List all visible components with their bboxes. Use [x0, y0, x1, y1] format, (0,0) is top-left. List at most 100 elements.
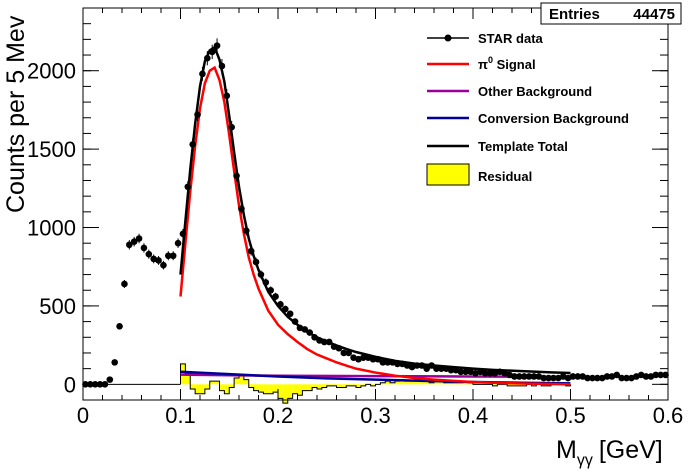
data-point	[540, 374, 547, 382]
residual-bar	[409, 381, 415, 385]
data-point	[516, 373, 523, 380]
residual-bar	[385, 381, 391, 385]
data-point	[179, 230, 187, 238]
data-point	[574, 373, 582, 380]
residual-bar	[458, 382, 464, 385]
x-axis-title: Mγγ [GeV]	[556, 436, 663, 469]
x-axis-title-main: M	[556, 436, 577, 464]
data-point	[277, 301, 284, 308]
residual-bar	[492, 384, 498, 386]
residual-bar	[239, 374, 244, 385]
data-point	[311, 333, 318, 341]
residual-bar	[326, 384, 332, 386]
data-point	[306, 329, 313, 336]
legend-pi0-rest: Signal	[493, 57, 536, 72]
residual-bar	[195, 384, 200, 394]
axes-layer: 0 0.1 0.2 0.3 0.4 0.5 0.6 0 500 1000 1500 2000	[27, 7, 683, 428]
stats-box-frame	[540, 2, 682, 25]
residual-bar	[229, 384, 235, 388]
y-axis-title: Counts per 5 Mev	[2, 15, 30, 213]
data-point	[413, 362, 421, 369]
data-point	[584, 374, 591, 382]
data-point	[267, 286, 274, 294]
data-point	[106, 376, 114, 383]
data-point	[247, 247, 255, 255]
residual-bar	[204, 384, 210, 390]
x-tick-label: 0.5	[555, 403, 586, 428]
residual-bar	[443, 382, 449, 385]
data-point	[126, 241, 133, 249]
data-point	[379, 359, 387, 366]
residual-bar	[395, 381, 400, 385]
data-point	[238, 205, 245, 213]
data-point	[116, 323, 123, 330]
data-point	[511, 373, 518, 380]
residual-bar	[190, 384, 196, 390]
data-point	[233, 172, 240, 180]
x-tick-label: 0.2	[263, 403, 294, 428]
data-point	[140, 244, 148, 252]
residual-bar	[248, 384, 254, 388]
data-point	[223, 92, 231, 100]
legend-pi0-signal-label: π0 Signal	[478, 55, 536, 72]
residual-bar	[521, 384, 527, 386]
residual-bar	[243, 379, 249, 385]
residual-bar	[360, 384, 366, 386]
residual-bar	[321, 384, 327, 388]
data-point	[96, 381, 104, 388]
data-point	[613, 371, 621, 379]
data-point	[257, 271, 265, 278]
data-point	[642, 373, 650, 380]
residual-bar	[263, 384, 269, 394]
y-tick-label: 0	[64, 372, 76, 397]
residual-bar	[516, 384, 522, 386]
residual-bar	[419, 381, 425, 385]
data-point	[199, 70, 206, 78]
data-point	[481, 370, 489, 377]
residual-bar	[351, 384, 356, 386]
stats-box: Entries 44475	[540, 2, 682, 25]
data-point	[623, 374, 630, 382]
data-point	[618, 374, 625, 382]
residual-histogram	[180, 363, 571, 404]
residual-bar	[302, 384, 308, 391]
data-point	[462, 368, 469, 376]
residual-bar	[531, 384, 537, 386]
data-point	[111, 359, 118, 366]
legend-residual-label: Residual	[478, 169, 532, 184]
residual-bar	[346, 384, 352, 386]
legend-star-data-label: STAR data	[478, 31, 544, 46]
data-point	[652, 371, 660, 379]
legend-pi0-symbol: π	[478, 57, 488, 72]
legend-item-residual: Residual	[426, 163, 532, 186]
residual-bar	[282, 384, 288, 404]
residual-bar	[468, 382, 473, 385]
data-point	[228, 123, 235, 131]
legend-residual-box	[426, 163, 470, 186]
residual-bar	[258, 384, 264, 393]
data-point	[384, 359, 391, 366]
data-point	[194, 111, 201, 118]
x-tick-label: 0	[77, 403, 89, 428]
data-point	[145, 250, 153, 258]
residual-bar	[307, 384, 313, 391]
residual-bar	[404, 381, 410, 385]
data-point	[282, 305, 289, 313]
residual-bar	[200, 384, 205, 394]
residual-bar	[253, 384, 259, 391]
residual-bar	[448, 382, 454, 385]
legend-star-data-dot	[444, 34, 452, 42]
x-tick-label: 0.4	[458, 403, 489, 428]
data-point	[369, 355, 377, 363]
residual-bar	[507, 384, 512, 386]
data-point	[130, 238, 138, 245]
legend-template-total-label: Template Total	[478, 139, 568, 154]
legend-item-other-background: Other Background	[427, 84, 592, 99]
y-tick-label: 1500	[27, 137, 76, 162]
data-point	[589, 374, 596, 382]
residual-bar	[219, 384, 225, 391]
residual-bar	[429, 382, 434, 385]
y-tick-label: 2000	[27, 59, 76, 84]
residual-bar	[312, 384, 317, 388]
